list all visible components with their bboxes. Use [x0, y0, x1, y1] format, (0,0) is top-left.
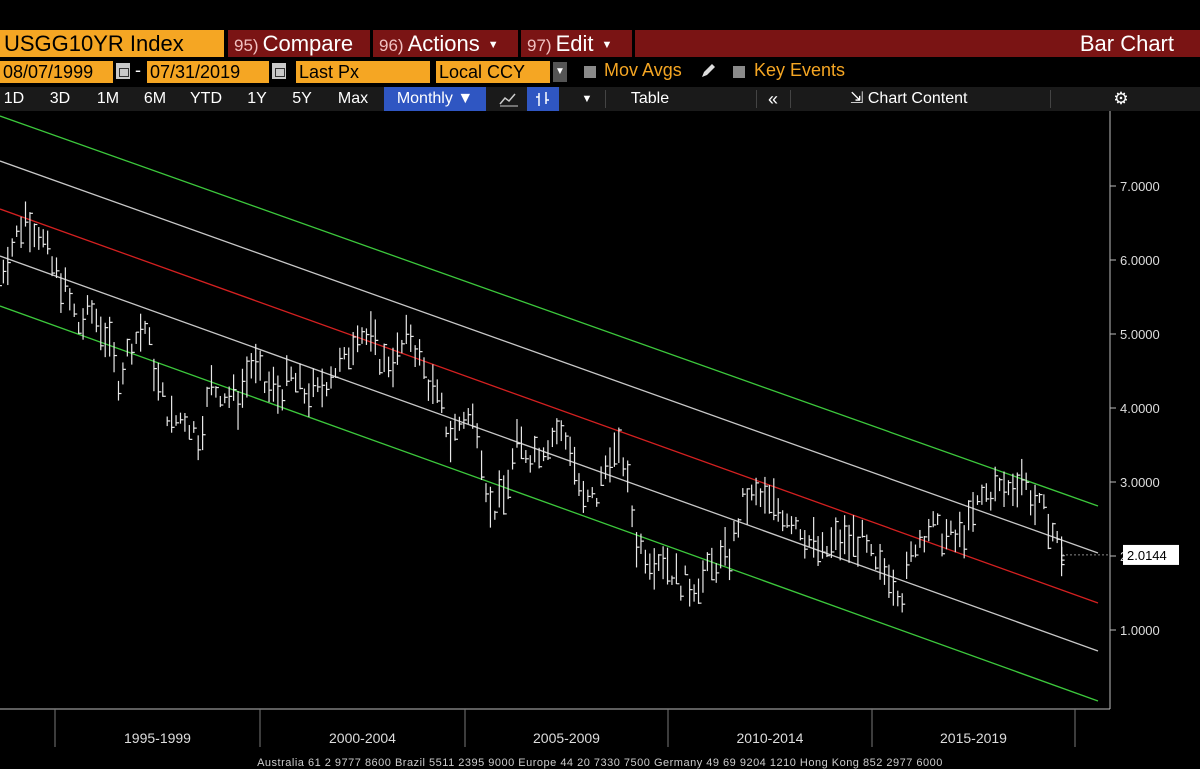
chevron-down-icon: ▼ [457, 90, 474, 107]
chevron-down-icon[interactable]: ▼ [553, 62, 567, 82]
mov-avgs-label[interactable]: Mov Avgs [604, 60, 682, 80]
upper-band-line [0, 160, 1099, 554]
chart-content-button[interactable]: ⇲ Chart Content [850, 87, 1000, 111]
contact-footer: Australia 61 2 9777 8600 Brazil 5511 239… [257, 757, 943, 769]
chart-content-icon: ⇲ [850, 90, 864, 107]
toolbar-divider [756, 90, 757, 108]
chevron-down-icon: ▼ [487, 38, 499, 51]
last-price-label: 2.0144 [1062, 544, 1179, 565]
calendar-icon[interactable] [116, 63, 130, 79]
toolbar-divider [1050, 90, 1051, 108]
range-ytd[interactable]: YTD [190, 90, 222, 107]
field-selector[interactable]: Last Px [296, 61, 430, 83]
range-5y[interactable]: 5Y [292, 90, 312, 107]
date-range-dash: - [135, 60, 141, 80]
edit-button[interactable]: 97) Edit ▼ [521, 30, 632, 57]
x-tick-label: 2005-2009 [533, 730, 600, 746]
regression-channel [0, 115, 1099, 702]
end-date-field[interactable]: 07/31/2019 [147, 61, 269, 83]
chart-type-title: Bar Chart [635, 30, 1200, 57]
table-button[interactable]: Table [630, 90, 670, 107]
chevron-down-icon[interactable]: ▼ [581, 93, 593, 105]
last-price-box [1123, 544, 1179, 565]
mov-avgs-checkbox[interactable] [584, 66, 596, 78]
frequency-label: Monthly [396, 90, 453, 107]
x-tick-label: 2010-2014 [737, 730, 804, 746]
regression-line [0, 208, 1099, 604]
edit-number: 97) [527, 36, 552, 55]
chart-content-label: Chart Content [867, 90, 968, 107]
toolbar-divider [790, 90, 791, 108]
lower-band-line [0, 255, 1099, 652]
lower-channel-line [0, 305, 1099, 702]
y-tick-label: 6.0000 [1120, 253, 1160, 268]
range-max[interactable]: Max [337, 90, 369, 107]
range-1d[interactable]: 1D [3, 90, 25, 107]
frequency-dropdown[interactable]: Monthly ▼ [384, 87, 486, 111]
y-tick-label: 5.0000 [1120, 327, 1160, 342]
y-tick-label: 3.0000 [1120, 475, 1160, 490]
range-toolbar [0, 87, 1200, 111]
price-chart[interactable]: 1.00002.00003.00004.00005.00006.00007.00… [0, 111, 1200, 757]
last-price-value: 2.0144 [1127, 548, 1167, 563]
toolbar-divider [605, 90, 606, 108]
pencil-icon[interactable] [700, 63, 716, 79]
key-events-checkbox[interactable] [733, 66, 745, 78]
price-bars [0, 201, 1065, 613]
x-tick-label: 1995-1999 [124, 730, 191, 746]
actions-button[interactable]: 96) Actions ▼ [373, 30, 518, 57]
bar-chart-icon[interactable] [527, 87, 559, 111]
upper-channel-line [0, 115, 1099, 507]
double-chevron-left-icon[interactable]: « [767, 89, 778, 109]
x-tick-label: 2000-2004 [329, 730, 396, 746]
compare-number: 95) [234, 36, 259, 55]
y-tick-label: 4.0000 [1120, 401, 1160, 416]
y-tick-label: 7.0000 [1120, 179, 1160, 194]
gear-icon[interactable]: ⚙ [1113, 89, 1129, 108]
ticker-field[interactable]: USGG10YR Index [0, 30, 224, 57]
chevron-down-icon: ▼ [601, 38, 613, 51]
compare-button[interactable]: 95) Compare [228, 30, 370, 57]
y-tick-label: 1.0000 [1120, 623, 1160, 638]
line-chart-icon[interactable] [498, 90, 520, 108]
edit-label: Edit [555, 31, 594, 56]
compare-label: Compare [262, 31, 354, 56]
key-events-label[interactable]: Key Events [754, 60, 846, 80]
range-1y[interactable]: 1Y [247, 90, 267, 107]
range-3d[interactable]: 3D [49, 90, 71, 107]
actions-number: 96) [379, 36, 404, 55]
currency-selector[interactable]: Local CCY [436, 61, 550, 83]
calendar-icon[interactable] [272, 63, 286, 79]
start-date-field[interactable]: 08/07/1999 [0, 61, 113, 83]
range-6m[interactable]: 6M [143, 90, 167, 107]
x-tick-label: 2015-2019 [940, 730, 1007, 746]
x-axis: 1995-1999 2000-2004 2005-2009 2010-2014 2015… [0, 708, 1110, 747]
range-1m[interactable]: 1M [96, 90, 120, 107]
actions-label: Actions [407, 31, 480, 56]
y-axis: 1.00002.00003.00004.00005.00006.00007.00… [1109, 111, 1160, 709]
